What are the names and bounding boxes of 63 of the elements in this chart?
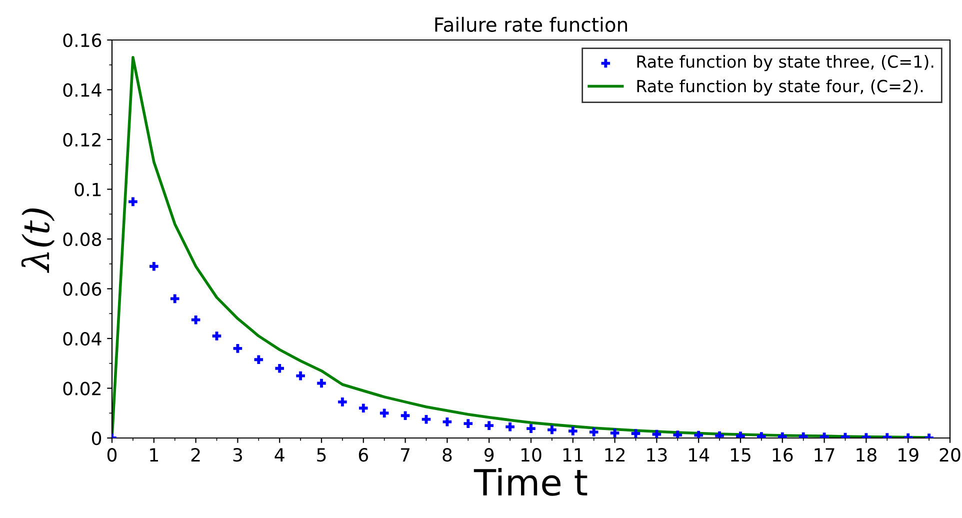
legend-label: Rate function by state four, (C=2). (637, 79, 923, 96)
x-tick-label: 14 (689, 448, 710, 462)
point (359, 404, 368, 413)
point (610, 428, 620, 438)
point (652, 430, 662, 438)
y-tick-label: 0.06 (63, 282, 102, 296)
point (212, 332, 222, 340)
x-tick-label: 19 (898, 448, 918, 462)
x-tick-label: 10 (521, 448, 542, 462)
x-tick-label: 2 (191, 448, 200, 462)
x-tick-label: 6 (358, 448, 368, 462)
point (233, 344, 242, 353)
chart-title: Failure rate function (435, 16, 627, 32)
point (631, 429, 640, 438)
point (254, 355, 264, 364)
point (526, 424, 536, 433)
point (484, 421, 494, 430)
x-tick-label: 5 (317, 448, 326, 462)
x-tick-label: 8 (442, 448, 452, 462)
y-tick-label: 0.08 (63, 232, 102, 246)
x-tick-label: 16 (772, 448, 793, 462)
x-tick-label: 3 (233, 448, 242, 462)
y-tick-label: 0.14 (63, 83, 102, 97)
legend-label: Rate function by state three, (C=1). (637, 55, 934, 72)
x-tick-label: 9 (484, 448, 494, 462)
x-axis-title: Time t (474, 468, 588, 496)
y-tick-label: 0.04 (63, 332, 102, 346)
point (275, 364, 284, 373)
point (673, 430, 682, 438)
point (338, 398, 347, 406)
point (568, 426, 578, 436)
x-tick-label: 15 (730, 448, 750, 462)
x-tick-label: 17 (814, 448, 834, 462)
point (170, 294, 180, 304)
y-tick-label: 0.02 (63, 382, 100, 396)
point (317, 378, 326, 388)
x-tick-label: 1 (150, 448, 158, 462)
x-tick-label: 7 (401, 448, 410, 462)
x-tick-label: 20 (940, 448, 960, 462)
point (380, 408, 389, 418)
x-tick-label: 11 (563, 448, 583, 462)
y-tick-label: 0.12 (63, 132, 100, 147)
point (589, 428, 598, 436)
point (191, 315, 200, 324)
x-tick-label: 18 (856, 448, 876, 462)
x-tick-label: 4 (274, 448, 284, 462)
x-tick-label: 13 (647, 448, 667, 462)
y-tick-label: 0 (92, 431, 102, 446)
y-tick-label: 0.1 (74, 182, 101, 196)
y-tick-label: 0.16 (63, 33, 102, 48)
point (442, 417, 452, 426)
point (296, 371, 305, 380)
point (464, 419, 473, 428)
point (150, 262, 158, 271)
x-tick-label: 0 (107, 448, 117, 462)
point (400, 411, 410, 420)
x-tick-label: 12 (605, 448, 624, 462)
point (128, 197, 138, 206)
y-axis-title: λ(t) (21, 208, 55, 273)
point (548, 425, 556, 434)
point (506, 422, 514, 432)
point (694, 430, 703, 438)
point (422, 414, 431, 424)
